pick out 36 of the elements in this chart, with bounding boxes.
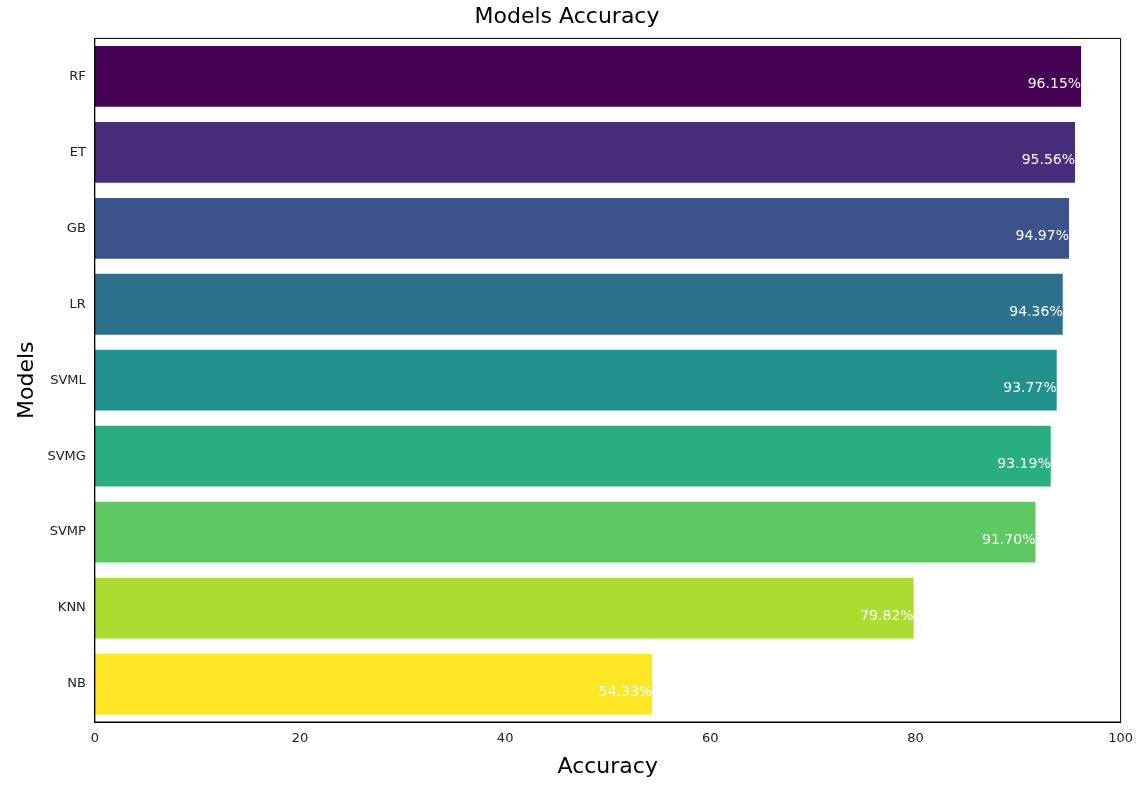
y-axis-title: Models <box>12 341 38 419</box>
bar <box>94 121 1076 183</box>
data-label: 54.33% <box>598 682 653 699</box>
data-label: 93.19% <box>997 454 1051 471</box>
bar <box>94 197 1069 259</box>
x-tick-label: 20 <box>291 730 309 746</box>
y-tick-label: RF <box>69 67 86 83</box>
bar <box>94 46 1082 107</box>
data-label: 79.82% <box>860 606 914 623</box>
bar <box>94 273 1063 335</box>
y-tick-label: SVML <box>50 371 87 387</box>
y-tick-label: NB <box>67 675 86 691</box>
x-tick-label: 100 <box>1108 730 1134 746</box>
data-label: 95.56% <box>1021 150 1076 167</box>
x-tick-label: 40 <box>496 730 514 746</box>
data-label: 96.15% <box>1027 75 1082 92</box>
data-label: 94.36% <box>1009 302 1063 319</box>
data-label: 93.77% <box>1003 378 1057 395</box>
bar <box>94 501 1036 563</box>
y-tick-label: SVMG <box>47 447 86 463</box>
y-tick-label: GB <box>66 219 86 235</box>
y-tick-label: SVMP <box>49 523 86 539</box>
bar <box>94 577 914 639</box>
chart-title: Models Accuracy <box>474 2 660 28</box>
bar <box>94 425 1051 487</box>
x-tick-label: 80 <box>907 730 924 746</box>
y-tick-label: KNN <box>57 599 86 615</box>
y-tick-label: ET <box>69 143 86 159</box>
bar <box>94 653 653 715</box>
data-label: 94.97% <box>1015 226 1069 243</box>
bar <box>94 349 1057 411</box>
data-label: 91.70% <box>982 530 1036 547</box>
x-axis-title: Accuracy <box>557 752 658 778</box>
x-tick-label: 0 <box>90 730 99 746</box>
x-tick-label: 60 <box>702 730 719 746</box>
y-tick-label: LR <box>69 295 86 311</box>
